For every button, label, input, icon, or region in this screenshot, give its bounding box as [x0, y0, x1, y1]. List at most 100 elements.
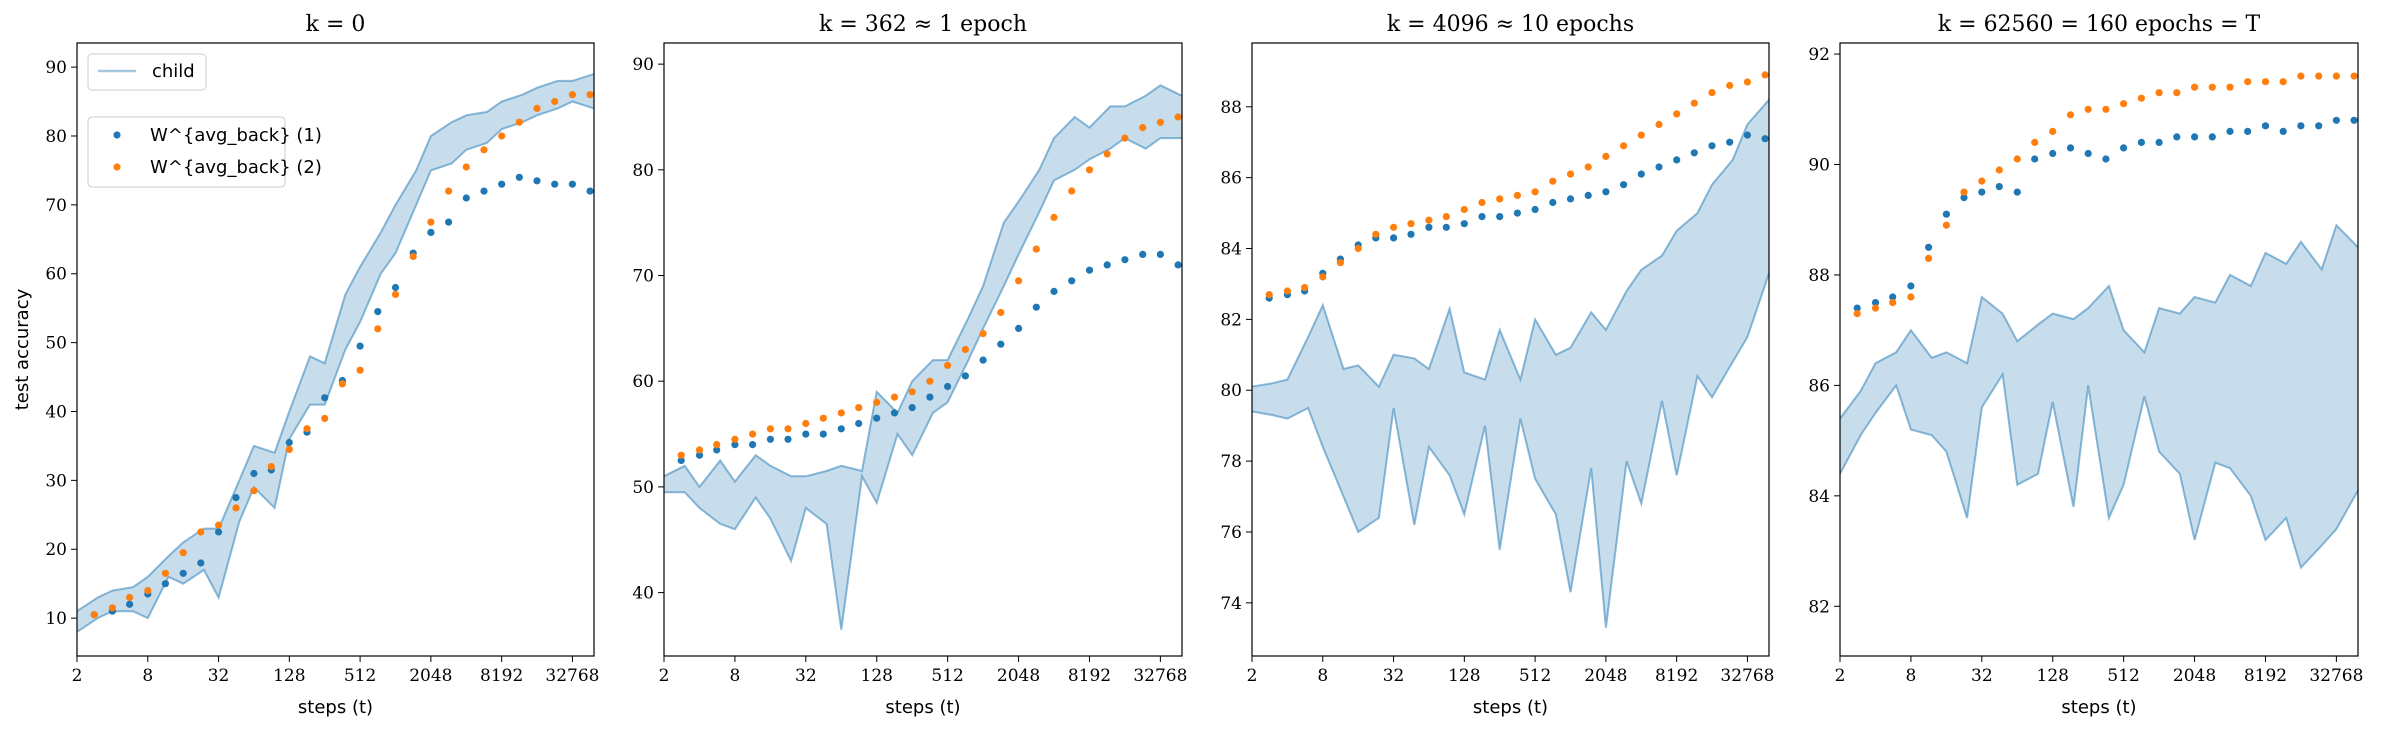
y-tick-label: 20 — [45, 540, 67, 560]
scatter-point-series-1 — [1531, 205, 1539, 214]
scatter-point-series-1 — [784, 435, 792, 443]
scatter-point-series-1 — [321, 394, 329, 402]
scatter-point-series-1 — [1602, 188, 1610, 196]
scatter-point-series-1 — [2155, 138, 2163, 146]
scatter-point-series-2 — [1139, 124, 1147, 132]
scatter-point-series-2 — [197, 528, 205, 536]
y-tick-label: 78 — [1220, 452, 1242, 472]
y-tick-label: 90 — [45, 58, 67, 78]
y-tick-label: 90 — [1808, 155, 1830, 175]
x-tick-label: 2 — [659, 666, 670, 686]
x-tick-label: 8192 — [1655, 666, 1698, 686]
scatter-point-series-1 — [926, 393, 934, 401]
legend-label-child: child — [152, 61, 195, 82]
subplot-title: k = 0 — [306, 12, 366, 37]
axes-frame — [1839, 42, 2359, 657]
scatter-point-series-2 — [1283, 287, 1291, 295]
scatter-point-series-2 — [1942, 221, 1950, 229]
x-axis-label: steps (t) — [298, 697, 373, 718]
legend: child W^{avg_back} (1) W^{avg_back} (2) — [87, 53, 322, 188]
x-tick-label: 32768 — [2309, 666, 2363, 686]
subplot-4: 2 8 32 128 512 2048 8192 32768 82 84 86 88 90 92 k = 6… — [1808, 12, 2363, 718]
scatter-point-series-1 — [1708, 142, 1716, 150]
legend-label-series-1: W^{avg_back} (1) — [150, 125, 322, 146]
scatter-point-series-2 — [108, 604, 116, 612]
scatter-point-series-1 — [1068, 277, 1076, 285]
scatter-point-series-2 — [766, 425, 775, 433]
scatter-point-series-2 — [2066, 111, 2075, 119]
scatter-point-series-2 — [677, 451, 685, 459]
x-tick-label: 32 — [1971, 666, 1993, 686]
scatter-point-series-1 — [1015, 324, 1023, 332]
x-tick-label: 8 — [1905, 666, 1916, 686]
scatter-point-series-2 — [427, 218, 435, 226]
x-tick-label: 128 — [1448, 666, 1480, 686]
scatter-point-series-2 — [1372, 230, 1380, 238]
scatter-point-series-1 — [695, 451, 704, 459]
scatter-point-series-1 — [979, 356, 987, 364]
scatter-point-series-2 — [837, 409, 845, 417]
scatter-point-series-1 — [1655, 163, 1663, 171]
scatter-point-series-1 — [1460, 220, 1468, 228]
scatter-point-series-2 — [1050, 213, 1058, 221]
scatter-point-series-1 — [533, 177, 541, 185]
legend-box-averages — [87, 116, 286, 188]
scatter-point-series-1 — [1690, 149, 1698, 157]
scatter-point-series-1 — [1673, 156, 1681, 164]
scatter-point-series-1 — [749, 441, 757, 449]
scatter-point-series-2 — [462, 163, 470, 171]
scatter-point-series-2 — [2137, 94, 2145, 102]
scatter-point-series-2 — [568, 91, 577, 99]
scatter-point-series-2 — [961, 345, 970, 354]
scatter-point-series-2 — [480, 146, 488, 154]
child-band — [77, 74, 594, 632]
scatter-point-series-2 — [2120, 100, 2128, 108]
scatter-point-series-1 — [997, 340, 1005, 348]
x-tick-label: 32768 — [1133, 666, 1187, 686]
x-axis-label: steps (t) — [1473, 697, 1548, 718]
subplot-title: k = 62560 = 160 epochs = T — [1938, 12, 2261, 37]
scatter-point-series-2 — [586, 91, 594, 99]
scatter-point-series-2 — [1478, 198, 1486, 207]
scatter-point-series-1 — [1085, 266, 1094, 274]
scatter-point-series-1 — [1478, 213, 1486, 221]
y-tick-label: 70 — [632, 267, 654, 287]
scatter-point-series-1 — [1156, 250, 1164, 258]
x-tick-label: 2 — [72, 666, 83, 686]
scatter-point-series-1 — [197, 559, 205, 567]
y-tick-label: 82 — [1808, 597, 1830, 617]
scatter-point-series-1 — [179, 569, 187, 577]
scatter-point-series-2 — [2226, 83, 2234, 91]
scatter-point-series-1 — [1442, 223, 1450, 231]
scatter-point-series-1 — [961, 372, 970, 380]
x-tick-label: 2048 — [997, 666, 1040, 686]
scatter-point-series-2 — [1442, 213, 1450, 221]
scatter-point-series-1 — [1620, 181, 1628, 189]
scatter-point-series-1 — [480, 187, 488, 195]
scatter-point-series-1 — [908, 404, 916, 412]
scatter-point-series-2 — [303, 425, 311, 433]
scatter-point-series-2 — [1584, 163, 1592, 171]
scatter-point-series-1 — [1174, 261, 1182, 269]
scatter-point-series-2 — [1336, 259, 1344, 267]
x-tick-label: 2 — [1835, 666, 1846, 686]
axes-frame — [76, 42, 595, 657]
scatter-point-series-2 — [1871, 304, 1880, 312]
y-tick-label: 40 — [632, 584, 654, 604]
scatter-point-series-1 — [1726, 138, 1734, 146]
scatter-point-series-2 — [1907, 293, 1915, 301]
child-band — [664, 85, 1182, 630]
scatter-point-series-1 — [2031, 155, 2039, 163]
scatter-point-series-1 — [2208, 133, 2216, 141]
scatter-point-series-2 — [979, 330, 987, 338]
scatter-point-series-1 — [1050, 287, 1058, 295]
scatter-point-series-2 — [1743, 78, 1751, 86]
scatter-point-series-1 — [873, 414, 881, 422]
scatter-point-series-2 — [90, 611, 98, 619]
child-upper-line — [664, 84, 1182, 489]
scatter-point-series-2 — [2102, 105, 2110, 113]
x-tick-label: 2 — [1247, 666, 1258, 686]
scatter-point-series-1 — [1942, 210, 1950, 218]
scatter-point-series-2 — [1460, 205, 1468, 214]
scatter-point-series-2 — [1602, 152, 1610, 160]
